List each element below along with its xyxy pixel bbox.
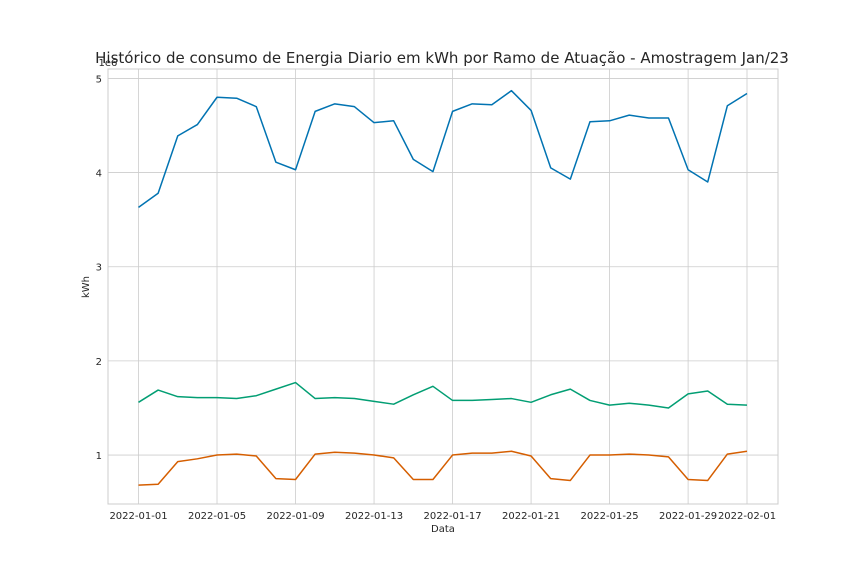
x-tick-label: 2022-02-01	[718, 511, 776, 522]
y-tick-label: 4	[96, 169, 102, 180]
series-lines	[138, 89, 748, 486]
x-tick-label: 2022-01-29	[659, 511, 717, 522]
series-line-2	[138, 381, 748, 409]
y-tick-label: 1	[96, 451, 102, 462]
x-tick-label: 2022-01-17	[424, 511, 482, 522]
y-tick-label: 5	[96, 74, 102, 85]
x-tick-label: 2022-01-09	[266, 511, 324, 522]
y-axis-label: kWh	[81, 276, 92, 298]
y-tick-label: 3	[96, 263, 102, 274]
plot-frame	[107, 68, 779, 505]
tick-labels: 2022-01-01 2022-01-05 2022-01-09 2022-01-13…	[96, 74, 776, 522]
y-tick-label: 2	[96, 357, 102, 368]
x-tick-label: 2022-01-05	[188, 511, 246, 522]
grid	[108, 69, 778, 504]
series-line-1	[138, 89, 748, 209]
y-offset-label: 1e6	[99, 58, 118, 69]
series-line-3	[138, 450, 748, 486]
x-tick-label: 2022-01-13	[345, 511, 403, 522]
chart-title: Histórico de consumo de Energia Diario e…	[95, 49, 789, 67]
x-tick-label: 2022-01-25	[581, 511, 639, 522]
x-tick-label: 2022-01-21	[502, 511, 560, 522]
x-axis-label: Data	[431, 524, 455, 535]
x-tick-label: 2022-01-01	[109, 511, 167, 522]
